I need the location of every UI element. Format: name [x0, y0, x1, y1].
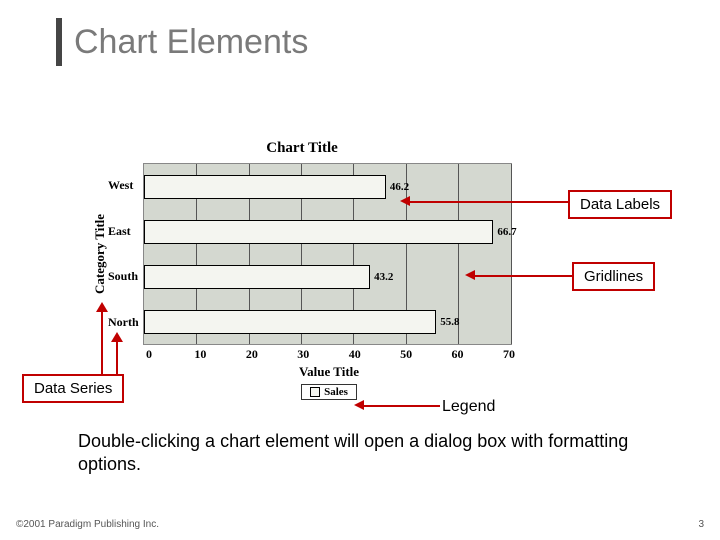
tick-label: 60 — [451, 347, 465, 362]
arrow-line — [362, 405, 440, 407]
arrow-head-icon — [96, 302, 108, 312]
body-text: Double-clicking a chart element will ope… — [78, 430, 660, 477]
arrow-line — [101, 310, 103, 374]
cat-label: West — [108, 163, 139, 209]
gridline — [511, 164, 512, 344]
arrow-head-icon — [111, 332, 123, 342]
copyright: ©2001 Paradigm Publishing Inc. — [16, 519, 159, 530]
tick-label: 30 — [296, 347, 310, 362]
tick-label: 50 — [399, 347, 413, 362]
footer: ©2001 Paradigm Publishing Inc. 3 — [16, 519, 704, 530]
arrow-line — [102, 374, 104, 376]
arrow-head-icon — [400, 196, 410, 206]
title-row: Chart Elements — [0, 0, 720, 76]
callout-gridlines: Gridlines — [572, 262, 655, 291]
arrow-head-icon — [465, 270, 475, 280]
cat-label: South — [108, 254, 139, 300]
title-accent-bar — [56, 18, 62, 66]
bar — [144, 220, 494, 244]
chart: Chart Title Category Title West East Sou… — [92, 140, 512, 400]
tick-label: 20 — [245, 347, 259, 362]
callout-data-series: Data Series — [22, 374, 124, 403]
arrow-line — [116, 340, 118, 374]
cat-label: East — [108, 209, 139, 255]
arrow-line — [473, 275, 572, 277]
arrow-line — [408, 201, 568, 203]
chart-body: Category Title West East South North 46.… — [92, 163, 512, 345]
value-ticks: 010203040506070 — [146, 345, 512, 362]
tick-label: 0 — [142, 347, 156, 362]
value-axis: 010203040506070 — [146, 345, 512, 362]
legend-label: Sales — [324, 386, 348, 398]
chart-title: Chart Title — [92, 140, 512, 157]
tick-label: 10 — [193, 347, 207, 362]
data-label: 46.2 — [390, 181, 409, 193]
data-label: 55.8 — [440, 316, 459, 328]
tick-label: 70 — [502, 347, 516, 362]
data-label: 66.7 — [497, 226, 516, 238]
callout-data-labels: Data Labels — [568, 190, 672, 219]
bar — [144, 265, 370, 289]
slide: Chart Elements Chart Title Category Titl… — [0, 0, 720, 540]
category-labels: West East South North — [108, 163, 143, 345]
bar — [144, 310, 437, 334]
legend-swatch — [310, 387, 320, 397]
bar — [144, 175, 386, 199]
page-number: 3 — [698, 519, 704, 530]
category-axis-title: Category Title — [92, 163, 108, 345]
slide-title: Chart Elements — [74, 23, 308, 62]
callout-legend: Legend — [442, 398, 495, 416]
tick-label: 40 — [348, 347, 362, 362]
data-label: 43.2 — [374, 271, 393, 283]
value-axis-title: Value Title — [146, 364, 512, 380]
arrow-head-icon — [354, 400, 364, 410]
plot-area: 46.266.743.255.8 — [143, 163, 512, 345]
legend: Sales — [301, 384, 357, 400]
